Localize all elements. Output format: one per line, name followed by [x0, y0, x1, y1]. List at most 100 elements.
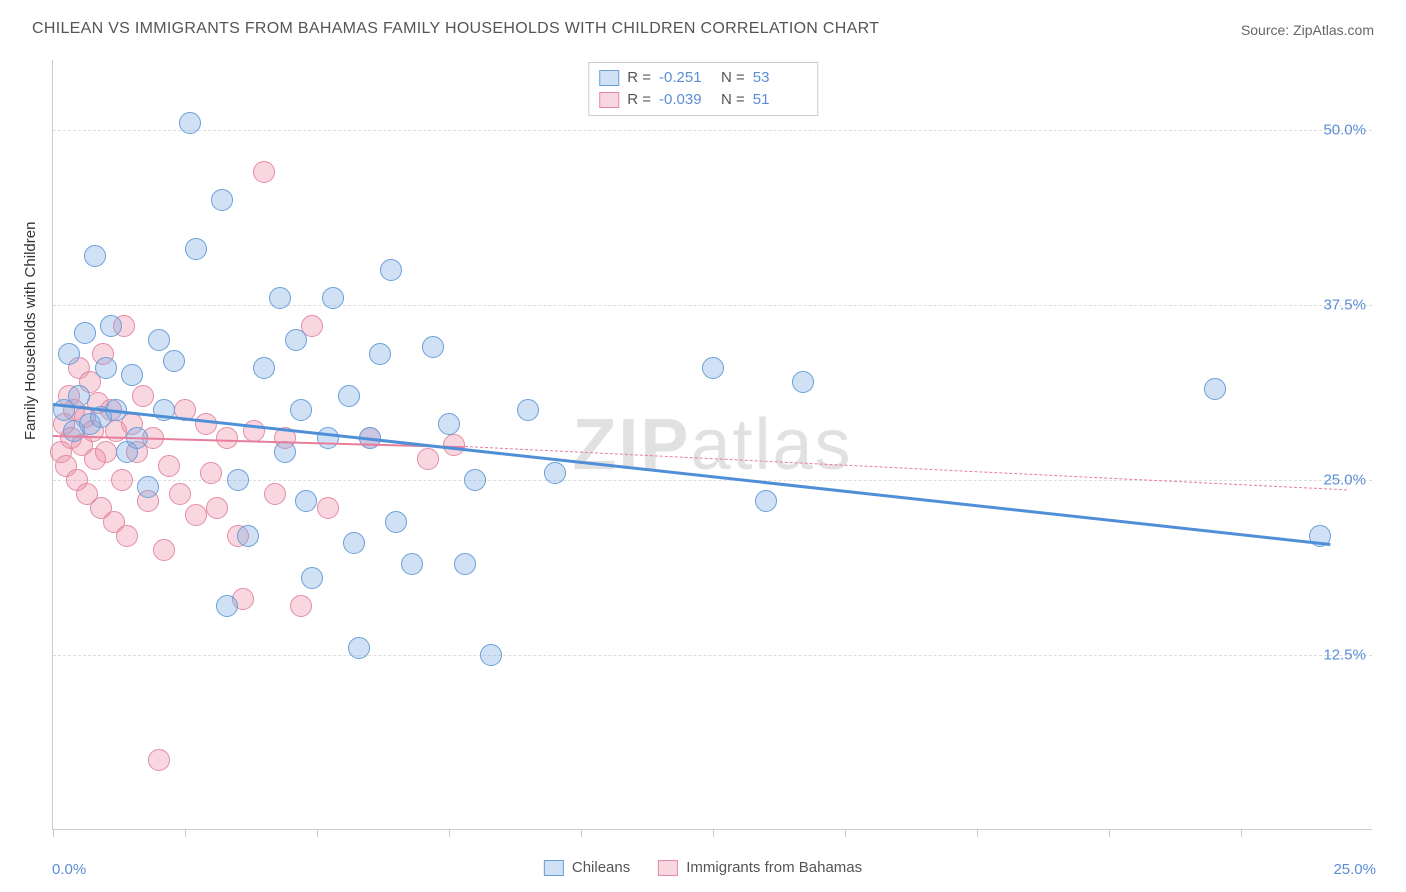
point-s1 — [1204, 378, 1226, 400]
x-axis-min-label: 0.0% — [52, 861, 86, 878]
legend-item-s2: Immigrants from Bahamas — [658, 859, 862, 876]
legend-item-s1: Chileans — [544, 859, 630, 876]
point-s1 — [343, 532, 365, 554]
point-s1 — [385, 511, 407, 533]
trendline-s2-dash — [465, 446, 1347, 490]
point-s1 — [517, 399, 539, 421]
point-s2 — [132, 385, 154, 407]
point-s1 — [253, 357, 275, 379]
point-s1 — [274, 441, 296, 463]
point-s2 — [95, 441, 117, 463]
point-s1 — [216, 595, 238, 617]
n-value-s2: 51 — [753, 89, 807, 111]
point-s2 — [111, 469, 133, 491]
y-tick-label: 12.5% — [1323, 647, 1366, 664]
swatch-s2 — [599, 92, 619, 108]
point-s2 — [206, 497, 228, 519]
point-s1 — [163, 350, 185, 372]
point-s1 — [211, 189, 233, 211]
y-axis-title: Family Households with Children — [22, 222, 39, 440]
x-tick — [1241, 829, 1242, 837]
x-axis-max-label: 25.0% — [1333, 861, 1376, 878]
point-s1 — [148, 329, 170, 351]
legend-label-s1: Chileans — [572, 859, 630, 876]
watermark: ZIPatlas — [572, 404, 852, 486]
point-s1 — [121, 364, 143, 386]
x-tick — [317, 829, 318, 837]
point-s2 — [216, 427, 238, 449]
point-s1 — [464, 469, 486, 491]
point-s1 — [755, 490, 777, 512]
plot-area: ZIPatlas 12.5% 25.0% 37.5% 50.0% — [52, 60, 1372, 830]
chart-title: CHILEAN VS IMMIGRANTS FROM BAHAMAS FAMIL… — [32, 20, 879, 38]
point-s1 — [438, 413, 460, 435]
point-s1 — [322, 287, 344, 309]
stats-row-s2: R = -0.039 N = 51 — [599, 89, 807, 111]
point-s2 — [200, 462, 222, 484]
swatch-s1-b — [544, 860, 564, 876]
x-tick — [713, 829, 714, 837]
point-s1 — [702, 357, 724, 379]
point-s1 — [401, 553, 423, 575]
point-s1 — [295, 490, 317, 512]
point-s2 — [317, 497, 339, 519]
r-value-s2: -0.039 — [659, 89, 713, 111]
point-s2 — [148, 749, 170, 771]
point-s1 — [792, 371, 814, 393]
point-s1 — [137, 476, 159, 498]
point-s1 — [84, 245, 106, 267]
point-s1 — [227, 469, 249, 491]
point-s1 — [290, 399, 312, 421]
point-s1 — [454, 553, 476, 575]
point-s1 — [422, 336, 444, 358]
point-s1 — [68, 385, 90, 407]
point-s1 — [317, 427, 339, 449]
source-label: Source: ZipAtlas.com — [1241, 22, 1374, 38]
x-tick — [845, 829, 846, 837]
gridline-h — [53, 655, 1372, 656]
bottom-legend: Chileans Immigrants from Bahamas — [544, 859, 862, 876]
point-s1 — [100, 315, 122, 337]
swatch-s1 — [599, 70, 619, 86]
point-s2 — [185, 504, 207, 526]
r-value-s1: -0.251 — [659, 67, 713, 89]
point-s1 — [74, 322, 96, 344]
x-tick — [1109, 829, 1110, 837]
point-s1 — [58, 343, 80, 365]
point-s2 — [253, 161, 275, 183]
y-tick-label: 37.5% — [1323, 297, 1366, 314]
legend-label-s2: Immigrants from Bahamas — [686, 859, 862, 876]
point-s2 — [290, 595, 312, 617]
point-s1 — [285, 329, 307, 351]
y-tick-label: 25.0% — [1323, 472, 1366, 489]
x-tick — [977, 829, 978, 837]
x-tick — [185, 829, 186, 837]
point-s2 — [169, 483, 191, 505]
x-tick — [581, 829, 582, 837]
gridline-h — [53, 130, 1372, 131]
n-value-s1: 53 — [753, 67, 807, 89]
stats-row-s1: R = -0.251 N = 53 — [599, 67, 807, 89]
point-s2 — [264, 483, 286, 505]
x-tick — [53, 829, 54, 837]
point-s2 — [153, 539, 175, 561]
gridline-h — [53, 305, 1372, 306]
point-s1 — [338, 385, 360, 407]
point-s1 — [179, 112, 201, 134]
point-s1 — [380, 259, 402, 281]
point-s1 — [269, 287, 291, 309]
point-s1 — [301, 567, 323, 589]
swatch-s2-b — [658, 860, 678, 876]
x-tick — [449, 829, 450, 837]
point-s1 — [544, 462, 566, 484]
point-s1 — [369, 343, 391, 365]
point-s2 — [116, 525, 138, 547]
point-s1 — [348, 637, 370, 659]
point-s2 — [195, 413, 217, 435]
point-s1 — [185, 238, 207, 260]
point-s1 — [480, 644, 502, 666]
point-s1 — [237, 525, 259, 547]
point-s2 — [417, 448, 439, 470]
stats-legend: R = -0.251 N = 53 R = -0.039 N = 51 — [588, 62, 818, 116]
y-tick-label: 50.0% — [1323, 122, 1366, 139]
